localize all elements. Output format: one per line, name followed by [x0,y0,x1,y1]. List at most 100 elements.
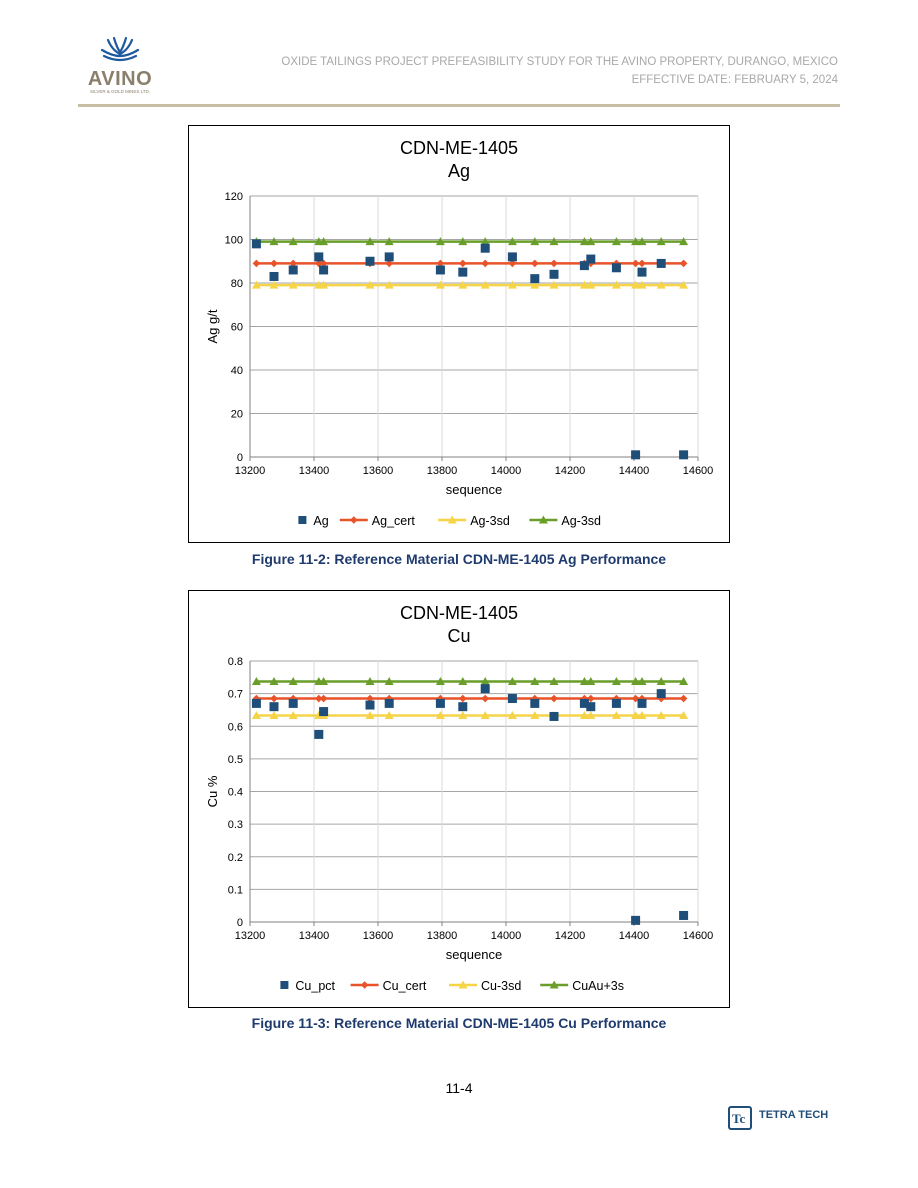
data-point [656,677,666,686]
legend-entry: Ag [298,514,329,528]
data-point [631,259,640,268]
data-point [319,677,329,686]
y-tick-label: 0.2 [228,852,243,864]
chart-legend: Cu_pct Cu_cert Cu-3sd CuAu+3s [280,979,624,993]
data-point [458,280,468,289]
legend-entry: Ag_cert [339,514,415,528]
chart-subtitle: Ag [448,161,470,181]
x-tick-label: 14400 [619,465,650,477]
chart-cu: CDN-ME-1405 Cu 0 0.1 0.2 0.3 0.4 0.5 0.6 0.7 0.8 13… [205,603,714,993]
legend-marker [350,516,358,524]
data-point [480,280,490,289]
data-point [269,710,279,719]
x-tick-label: 13200 [235,465,266,477]
y-tick-label: 60 [231,322,243,334]
x-tick-label: 13800 [427,465,458,477]
data-point [586,710,596,719]
x-tick-label: 14000 [491,930,522,942]
x-tick-label: 14600 [683,930,714,942]
y-axis-label: Ag g/t [205,309,220,343]
data-point [384,237,394,246]
data-point [530,280,540,289]
data-point [384,698,394,708]
data-point [507,710,517,719]
data-point [288,265,298,275]
x-tick-label: 14200 [555,465,586,477]
x-tick-label: 13200 [235,930,266,942]
figure-caption-ag: Figure 11-2: Reference Material CDN-ME-1… [251,551,667,567]
data-point [365,677,375,686]
data-point [550,694,558,703]
y-tick-label: 0.1 [228,884,243,896]
data-point [288,237,298,246]
data-point [611,710,621,719]
x-tick-label: 14200 [555,930,586,942]
series-ag-3sd [251,280,689,289]
legend-label: Cu_pct [295,979,335,993]
data-point [435,265,445,275]
chart-ag: CDN-ME-1405 Ag 0 20 40 60 80 100 120 13200 13400 13… [205,138,713,528]
data-point [611,677,621,686]
data-point [679,237,689,246]
y-tick-label: 0 [237,917,243,929]
data-point [480,243,490,253]
chart-subtitle: Cu [447,626,470,646]
series-cu-3sd [251,710,689,719]
y-tick-label: 80 [231,278,243,290]
data-point [270,694,278,703]
data-point [579,280,589,289]
series-cuau-3s [251,677,689,686]
data-point [288,280,298,289]
data-point [631,915,641,925]
data-point [251,677,261,686]
data-point [507,252,517,262]
data-point [586,702,596,712]
data-point [270,259,278,268]
data-point [459,259,467,268]
data-point [611,280,621,289]
data-point [530,237,540,246]
data-point [631,677,641,686]
y-tick-label: 20 [231,409,243,421]
data-point [579,698,589,708]
data-point [319,280,329,289]
data-point [314,729,324,739]
data-point [384,677,394,686]
data-point [365,256,375,266]
data-point [251,710,261,719]
data-point [458,677,468,686]
x-axis-label: sequence [446,947,502,962]
data-point [656,710,666,719]
data-point [631,237,641,246]
data-point [252,259,261,268]
x-tick-label: 13400 [299,930,330,942]
data-point [319,237,329,246]
legend-label: Ag [313,514,328,528]
legend-label: Cu-3sd [481,979,521,993]
legend-label: Cu_cert [383,979,427,993]
data-point [288,677,298,686]
data-point [435,280,445,289]
data-point [631,450,641,460]
figure-caption-cu: Figure 11-3: Reference Material CDN-ME-1… [251,1015,667,1031]
data-point [637,710,647,719]
data-point [458,237,468,246]
x-tick-label: 13400 [299,465,330,477]
data-point [435,237,445,246]
legend-entry: CuAu+3s [540,979,624,993]
data-point [611,237,621,246]
data-point [251,698,261,708]
data-point [458,267,468,277]
data-point [365,237,375,246]
legend-entry: Cu-3sd [449,979,521,993]
y-tick-label: 0.3 [228,819,243,831]
data-point [251,280,261,289]
header-divider [78,104,840,107]
y-tick-label: 0.5 [228,754,243,766]
chart-cu-frame: CDN-ME-1405 Cu 0 0.1 0.2 0.3 0.4 0.5 0.6 0.7 0.8 13… [188,590,730,1008]
data-point [481,694,489,703]
x-axis-label: sequence [446,482,502,497]
header-date: EFFECTIVE DATE: FEBRUARY 5, 2024 [631,74,838,86]
chart-legend: Ag Ag_cert Ag-3sd Ag-3sd [298,514,601,528]
data-point [269,702,279,712]
